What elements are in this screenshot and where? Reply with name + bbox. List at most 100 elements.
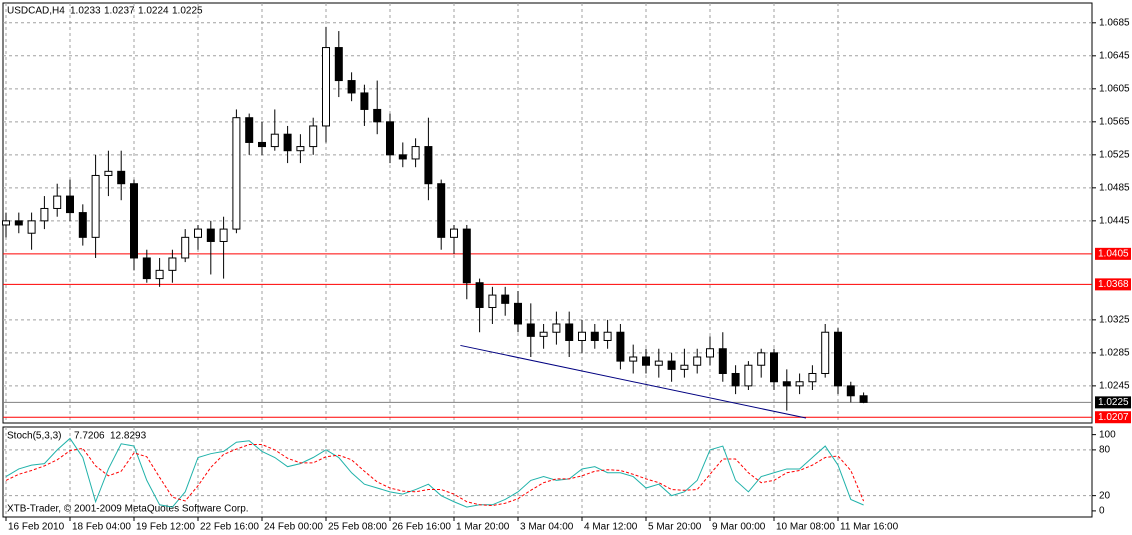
- candle-body: [718, 348, 727, 374]
- candle-body: [14, 220, 23, 226]
- y-tick-label: 1.0525: [1099, 149, 1130, 160]
- x-tick-label: 9 Mar 00:00: [712, 522, 766, 533]
- candle-body: [91, 174, 100, 238]
- candle-body: [859, 395, 868, 403]
- candle-body: [514, 302, 522, 325]
- candle-body: [40, 207, 49, 222]
- candle-body: [181, 236, 190, 259]
- candle-body: [194, 228, 202, 238]
- level-label-box: [1095, 278, 1131, 291]
- candle-body: [501, 294, 510, 304]
- trendline: [460, 344, 807, 419]
- x-tick-label: 4 Mar 12:00: [584, 522, 638, 533]
- candle-body: [296, 146, 305, 152]
- x-tick-label: 1 Mar 20:00: [456, 522, 510, 533]
- x-tick-label: 5 Mar 20:00: [648, 522, 702, 533]
- candle-body: [616, 331, 625, 362]
- y-tick-label: 1.0605: [1099, 83, 1130, 94]
- current-price-box: [1095, 396, 1131, 409]
- candle-body: [590, 331, 599, 341]
- y-tick-label: 1.0245: [1099, 381, 1130, 392]
- candle-body: [846, 385, 855, 397]
- candle-body: [78, 212, 87, 238]
- candle-body: [309, 125, 318, 148]
- candle-body: [232, 117, 241, 230]
- candle-body: [347, 80, 356, 94]
- candle-body: [565, 323, 574, 341]
- candle-body: [360, 92, 369, 110]
- candle-body: [2, 220, 10, 226]
- ohlc-high: 1.0237: [104, 6, 135, 17]
- stoch-main-value: 7.7206: [74, 431, 105, 442]
- y-tick-label: 80: [1099, 445, 1111, 456]
- ohlc-low: 1.0224: [138, 6, 169, 17]
- candle-body: [770, 352, 778, 383]
- ohlc-close: 1.0225: [172, 6, 203, 17]
- candle-body: [731, 372, 740, 387]
- x-tick-label: 19 Feb 12:00: [136, 522, 195, 533]
- candle-body: [104, 170, 113, 176]
- level-label: 1.0368: [1098, 279, 1129, 290]
- candle-body: [693, 356, 702, 366]
- candle-body: [270, 133, 279, 148]
- candle-body: [782, 381, 791, 387]
- y-tick-label: 1.0325: [1099, 314, 1130, 325]
- candle-body: [219, 228, 228, 242]
- candle-body: [168, 257, 177, 271]
- stoch-signal-value: 12.8293: [110, 431, 147, 442]
- candle-body: [53, 195, 62, 209]
- candle-body: [373, 108, 382, 123]
- y-tick-label: 1.0645: [1099, 50, 1130, 61]
- candle-body: [66, 195, 74, 214]
- candle-body: [386, 121, 394, 156]
- candle-body: [117, 170, 126, 185]
- candle-body: [603, 331, 612, 341]
- chart-title: USDCAD,H4: [7, 6, 65, 17]
- current-price-label: 1.0225: [1098, 397, 1129, 408]
- candle-body: [27, 220, 36, 234]
- candle-body: [155, 269, 164, 280]
- candle-body: [795, 381, 804, 387]
- candle-body: [450, 228, 458, 238]
- candle-body: [526, 323, 535, 337]
- candle-body: [539, 331, 548, 337]
- candle-body: [334, 47, 343, 82]
- copyright: XTB-Trader, © 2001-2009 MetaQuotes Softw…: [7, 504, 249, 515]
- stoch-line: [5, 444, 865, 507]
- candle-body: [283, 133, 292, 152]
- candle-body: [667, 360, 676, 370]
- y-tick-label: 1.0285: [1099, 348, 1130, 359]
- candle-body: [142, 257, 151, 280]
- candle-body: [245, 117, 254, 143]
- candle-body: [654, 360, 663, 366]
- stoch-pane: [2, 426, 1093, 518]
- candle-body: [706, 348, 714, 358]
- stoch-title: Stoch(5,3,3): [7, 431, 61, 442]
- y-tick-label: 1.0565: [1099, 116, 1130, 127]
- x-tick-label: 26 Feb 16:00: [392, 522, 451, 533]
- candle-body: [680, 364, 689, 370]
- x-tick-label: 3 Mar 04:00: [520, 522, 574, 533]
- level-label: 1.0207: [1098, 412, 1129, 423]
- candle-body: [578, 331, 586, 341]
- candle-body: [322, 47, 330, 127]
- y-tick-label: 0: [1099, 506, 1105, 517]
- candle-body: [488, 294, 497, 308]
- candle-body: [411, 146, 420, 160]
- level-label-box: [1095, 411, 1131, 424]
- candle-body: [808, 372, 817, 383]
- price-pane: [2, 2, 1093, 424]
- candle-body: [552, 323, 561, 333]
- level-label: 1.0405: [1098, 248, 1129, 259]
- y-tick-label: 1.0685: [1099, 17, 1130, 28]
- x-tick-label: 25 Feb 08:00: [328, 522, 387, 533]
- y-tick-label: 20: [1099, 490, 1111, 501]
- x-tick-label: 24 Feb 00:00: [264, 522, 323, 533]
- y-tick-label: 100: [1099, 429, 1116, 440]
- ohlc-open: 1.0233: [70, 6, 101, 17]
- candle-body: [206, 228, 215, 242]
- candle-body: [398, 154, 407, 160]
- x-tick-label: 18 Feb 04:00: [72, 522, 131, 533]
